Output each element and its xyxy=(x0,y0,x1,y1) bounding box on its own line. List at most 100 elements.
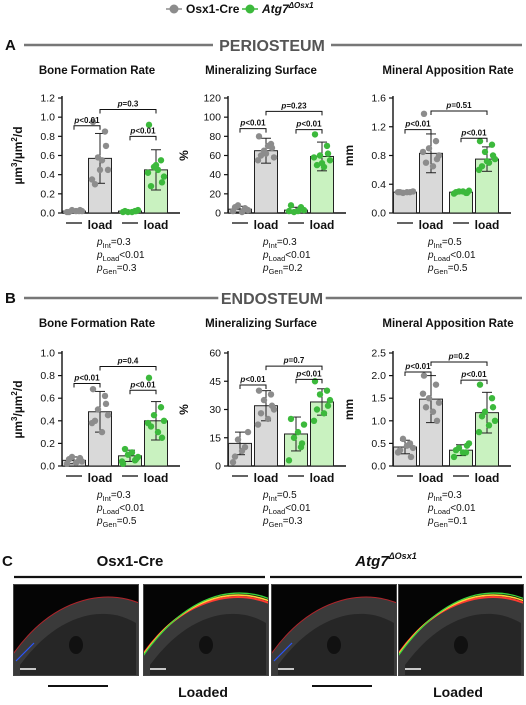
significance-value: <0.01 xyxy=(466,370,487,379)
stats-value: <0.01 xyxy=(119,250,145,261)
stats-sub: Int xyxy=(434,494,443,503)
stats-p: p xyxy=(262,263,269,274)
y-tick-label: 100 xyxy=(203,112,221,124)
significance-value: <0.01 xyxy=(466,128,487,137)
data-point xyxy=(285,457,293,464)
data-point xyxy=(242,205,250,213)
data-point xyxy=(459,449,467,456)
data-point xyxy=(422,404,430,411)
data-point xyxy=(65,456,73,463)
stats-p: p xyxy=(96,490,103,501)
data-point xyxy=(403,442,411,449)
legend-marker xyxy=(169,4,179,14)
data-point xyxy=(489,152,497,159)
data-point xyxy=(403,188,411,196)
y-tick-label: 80 xyxy=(209,131,221,143)
panel-letter: A xyxy=(5,37,16,54)
data-point xyxy=(313,161,321,169)
data-point xyxy=(420,110,428,118)
ylabel-sup: 3 xyxy=(10,416,19,421)
ylabel-part: /d xyxy=(11,380,25,391)
data-point xyxy=(429,163,437,170)
stats-value: =0.1 xyxy=(448,516,468,527)
chart-title: Mineral Apposition Rate xyxy=(382,318,513,330)
stats-value: <0.01 xyxy=(285,250,311,261)
y-tick-label: 0.4 xyxy=(40,415,55,427)
y-axis-label: % xyxy=(177,404,191,415)
data-point xyxy=(91,181,99,188)
data-point xyxy=(409,188,417,195)
stats-p: p xyxy=(262,490,269,501)
x-tick-label: load xyxy=(419,218,444,232)
stats-p: p xyxy=(96,263,103,274)
data-point xyxy=(102,400,110,408)
chart-6: Mineral Apposition Rate mm 0.0 0.5 1.0 1.5 2.0… xyxy=(342,318,514,529)
data-point xyxy=(326,396,334,404)
y-tick-label: 0.4 xyxy=(40,169,55,181)
y-tick-label: 0.5 xyxy=(371,438,386,450)
y-tick-label: 0.8 xyxy=(371,150,386,162)
stats-value: =0.3 xyxy=(442,490,462,501)
significance-bracket xyxy=(73,383,101,388)
significance-p: p xyxy=(239,375,245,384)
y-axis-label: mm xyxy=(342,145,356,166)
data-point xyxy=(268,402,276,409)
stats-line: pLoad<0.01 xyxy=(427,250,476,263)
stats-value: =0.3 xyxy=(111,237,131,248)
significance-bracket xyxy=(239,384,267,390)
data-point xyxy=(475,428,483,436)
stats-line: pGen=0.3 xyxy=(96,263,137,276)
y-tick-label: 0.6 xyxy=(40,150,55,162)
data-point xyxy=(270,154,278,161)
stats-value: <0.01 xyxy=(119,503,145,514)
y-tick-label: 1.6 xyxy=(371,93,386,105)
data-point xyxy=(452,188,460,196)
data-point xyxy=(491,417,499,424)
x-tick-label: load xyxy=(254,471,279,485)
stats-sub: Gen xyxy=(103,520,117,529)
data-point xyxy=(433,155,441,163)
ylabel-sup: 2 xyxy=(10,137,19,142)
x-tick-label: load xyxy=(310,218,335,232)
x-tick-label: load xyxy=(254,218,279,232)
y-tick-label: 60 xyxy=(209,150,221,162)
data-point xyxy=(160,417,168,424)
data-point xyxy=(489,404,497,411)
significance-label: p<0.01 xyxy=(404,120,431,129)
stats-line: pInt=0.3 xyxy=(96,237,131,250)
data-point xyxy=(260,396,268,404)
data-point xyxy=(323,142,331,150)
y-tick-label: 0.6 xyxy=(40,393,55,405)
stats-line: pGen=0.5 xyxy=(427,263,468,276)
stats-value: =0.5 xyxy=(448,263,468,274)
stats-sub: Load xyxy=(434,507,451,516)
significance-p: p xyxy=(129,126,135,135)
y-tick-label: 1.2 xyxy=(40,93,55,105)
significance-label: p<0.01 xyxy=(129,126,156,135)
significance-p: p xyxy=(445,101,451,110)
significance-p: p xyxy=(117,357,123,366)
data-point xyxy=(432,137,440,145)
data-point xyxy=(298,440,306,447)
ylabel-part: /µm xyxy=(11,142,25,163)
data-point xyxy=(231,204,239,211)
x-tick-label: load xyxy=(144,218,169,232)
red-label-line xyxy=(272,596,396,654)
data-point xyxy=(320,410,328,417)
stats-value: =0.3 xyxy=(277,237,297,248)
micrograph-image xyxy=(144,592,268,675)
section-title: ENDOSTEUM xyxy=(221,291,323,308)
y-tick-label: 0.4 xyxy=(371,179,386,191)
data-point xyxy=(419,148,427,156)
stats-p: p xyxy=(96,237,103,248)
data-point xyxy=(310,417,318,424)
data-point xyxy=(158,179,166,186)
stats-line: pLoad<0.01 xyxy=(427,503,476,516)
data-point xyxy=(144,169,152,176)
significance-label: p=0.7 xyxy=(283,356,305,365)
stats-sub: Gen xyxy=(269,267,283,276)
significance-label: p<0.01 xyxy=(404,362,431,371)
data-point xyxy=(267,391,275,398)
stats-p: p xyxy=(427,490,434,501)
